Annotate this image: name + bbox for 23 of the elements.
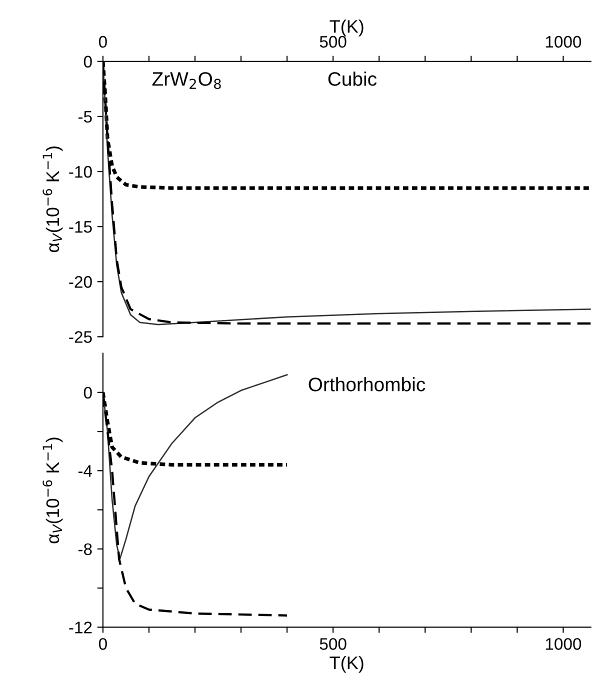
y-tick-label: -20	[69, 276, 92, 288]
x-tick-label: 1000	[546, 638, 582, 650]
x-tick-label: 0	[98, 638, 107, 650]
y-tick-label: -15	[69, 221, 92, 233]
y-axis-title: α$_{V}$(10$^{−6}$ K$^{−1}$)	[42, 438, 63, 544]
y-tick-label: -25	[69, 331, 92, 343]
annotation: Orthorhombic	[308, 377, 426, 392]
x-axis-title: T(K)	[330, 656, 364, 673]
x-tick-label: 1000	[546, 36, 582, 48]
y-tick-label: -5	[78, 111, 92, 123]
x-axis-title: T(K)	[330, 20, 364, 36]
y-tick-label: 0	[84, 386, 92, 399]
x-tick-label: 500	[320, 36, 346, 48]
y-axis-title: α$_{V}$(10$^{−6}$ K$^{−1}$)	[42, 146, 63, 252]
y-tick-label: -12	[69, 622, 92, 634]
annotation: Cubic	[328, 72, 377, 86]
y-tick-label: -10	[69, 166, 92, 178]
x-tick-label: 0	[98, 36, 107, 48]
y-tick-label: -4	[78, 465, 92, 477]
y-tick-label: -8	[78, 543, 92, 556]
y-tick-label: 0	[84, 56, 92, 68]
annotation: ZrW$_{2}$O$_{8}$	[152, 72, 221, 90]
x-tick-label: 500	[320, 638, 346, 650]
